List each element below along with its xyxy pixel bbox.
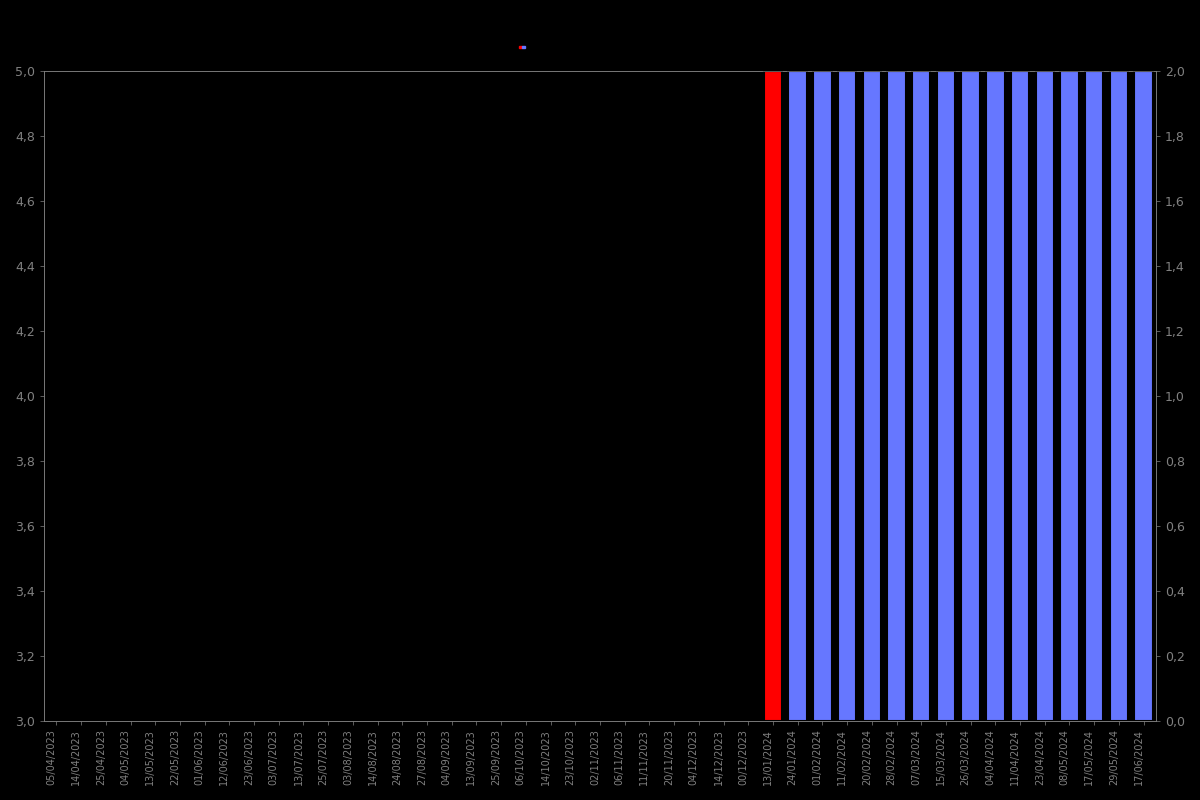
Bar: [1110, 71, 1128, 721]
Bar: [863, 71, 881, 721]
Legend: , : ,: [520, 46, 526, 48]
Bar: [838, 71, 857, 721]
Bar: [1010, 71, 1030, 721]
Bar: [1061, 71, 1079, 721]
Bar: [887, 71, 906, 721]
Bar: [763, 71, 782, 721]
Bar: [1134, 71, 1153, 721]
Bar: [1036, 71, 1054, 721]
Bar: [1085, 71, 1104, 721]
Bar: [937, 71, 955, 721]
Bar: [912, 71, 930, 721]
Bar: [986, 71, 1004, 721]
Bar: [788, 71, 806, 721]
Bar: [814, 71, 832, 721]
Bar: [961, 71, 980, 721]
